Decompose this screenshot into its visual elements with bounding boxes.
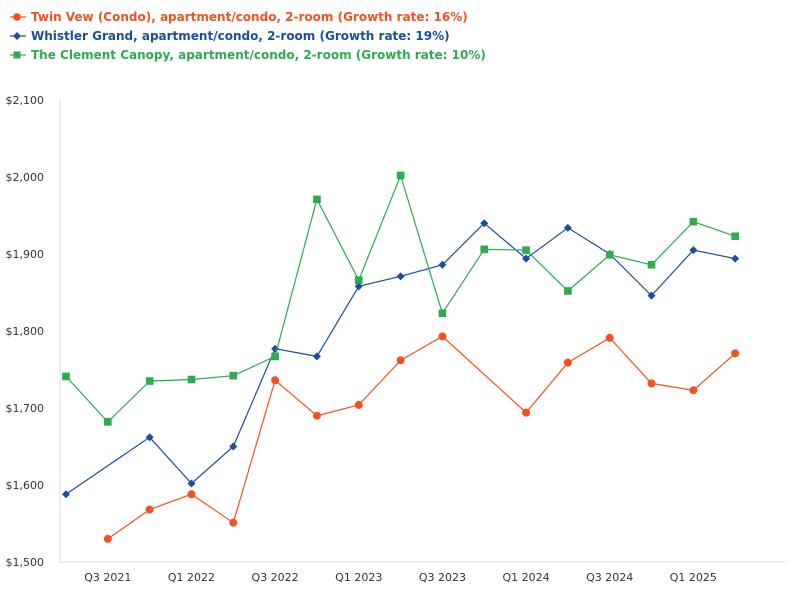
data-point-square[interactable] — [605, 250, 614, 259]
data-point-diamond[interactable] — [229, 442, 238, 451]
y-tick-label: $2,000 — [6, 171, 45, 184]
legend-item-whistler-grand[interactable]: Whistler Grand, apartment/condo, 2-room … — [10, 29, 450, 43]
data-point-diamond[interactable] — [689, 246, 698, 255]
legend-marker-square — [13, 51, 21, 59]
data-point-circle[interactable] — [271, 376, 280, 385]
data-point-square[interactable] — [564, 287, 572, 295]
legend-item-twin-vew[interactable]: Twin Vew (Condo), apartment/condo, 2-roo… — [10, 10, 468, 24]
data-point-square[interactable] — [229, 371, 238, 380]
data-point-diamond[interactable] — [187, 479, 196, 488]
data-point-diamond[interactable] — [731, 254, 740, 263]
data-point-circle[interactable] — [689, 386, 698, 395]
x-tick-label: Q1 2025 — [670, 571, 717, 584]
data-point-square[interactable] — [62, 372, 70, 381]
legend-label-clement-canopy: The Clement Canopy, apartment/condo, 2-r… — [31, 48, 486, 62]
legend-label-twin-vew: Twin Vew (Condo), apartment/condo, 2-roo… — [31, 10, 468, 24]
x-tick-label: Q3 2023 — [419, 571, 466, 584]
data-point-circle[interactable] — [522, 408, 531, 417]
data-point-circle[interactable] — [229, 518, 238, 527]
data-point-square[interactable] — [689, 217, 698, 226]
data-point-square[interactable] — [354, 276, 363, 284]
series-line — [107, 335, 736, 540]
data-point-diamond[interactable] — [480, 219, 489, 228]
y-tick-label: $1,700 — [6, 402, 45, 415]
x-tick-label: Q1 2023 — [335, 571, 382, 584]
y-tick-label: $1,500 — [6, 556, 45, 569]
data-point-circle[interactable] — [145, 505, 154, 514]
series-line — [65, 173, 736, 423]
data-point-circle[interactable] — [312, 411, 321, 420]
series-circle — [103, 332, 740, 543]
series-line — [65, 222, 736, 495]
data-point-diamond[interactable] — [354, 282, 363, 291]
y-tick-label: $1,600 — [6, 479, 45, 492]
data-point-circle[interactable] — [647, 379, 656, 388]
data-point-square[interactable] — [271, 352, 279, 361]
data-point-circle[interactable] — [605, 333, 614, 342]
data-point-circle[interactable] — [354, 400, 363, 409]
data-point-square[interactable] — [313, 195, 321, 204]
legend-item-clement-canopy[interactable]: The Clement Canopy, apartment/condo, 2-r… — [10, 48, 486, 62]
data-point-square[interactable] — [104, 418, 112, 426]
legend-marker-diamond — [13, 32, 21, 40]
data-point-square[interactable] — [145, 377, 154, 385]
data-point-square[interactable] — [480, 245, 489, 254]
data-point-circle[interactable] — [438, 332, 447, 341]
x-tick-label: Q3 2022 — [252, 571, 299, 584]
legend: Twin Vew (Condo), apartment/condo, 2-roo… — [10, 10, 486, 62]
x-tick-label: Q1 2022 — [168, 571, 215, 584]
data-point-square[interactable] — [396, 171, 405, 180]
data-point-diamond[interactable] — [312, 352, 321, 361]
data-point-square[interactable] — [731, 232, 739, 241]
x-tick-label: Q3 2021 — [84, 571, 131, 584]
y-axis-ticks: $1,500 $1,600 $1,700 $1,800 $1,900 $2,000 $2,1… — [6, 94, 45, 569]
data-point-diamond[interactable] — [522, 254, 531, 263]
legend-label-whistler-grand: Whistler Grand, apartment/condo, 2-room … — [31, 29, 450, 43]
data-point-square[interactable] — [438, 309, 447, 318]
legend-marker-circle — [13, 13, 21, 21]
data-point-diamond[interactable] — [438, 260, 447, 269]
x-axis-ticks: Q3 2021 Q1 2022 Q3 2022 Q1 2023 Q3 2023 Q1 20… — [84, 571, 717, 584]
x-tick-label: Q1 2024 — [502, 571, 549, 584]
series-layer — [62, 171, 740, 543]
data-point-circle[interactable] — [103, 534, 112, 543]
data-point-circle[interactable] — [187, 490, 196, 499]
data-point-diamond[interactable] — [145, 433, 154, 442]
series-square — [62, 171, 739, 426]
y-tick-label: $2,100 — [6, 94, 45, 107]
data-point-circle[interactable] — [396, 356, 405, 365]
data-point-diamond[interactable] — [396, 272, 405, 281]
data-point-square[interactable] — [647, 260, 656, 269]
data-point-diamond[interactable] — [563, 223, 572, 232]
y-tick-label: $1,900 — [6, 248, 45, 261]
data-point-circle[interactable] — [731, 349, 740, 358]
data-point-circle[interactable] — [563, 358, 572, 367]
data-point-square[interactable] — [522, 246, 530, 254]
y-tick-label: $1,800 — [6, 325, 45, 338]
data-point-diamond[interactable] — [62, 490, 70, 499]
data-point-diamond[interactable] — [647, 291, 656, 300]
x-tick-label: Q3 2024 — [586, 571, 633, 584]
data-point-square[interactable] — [187, 375, 196, 384]
